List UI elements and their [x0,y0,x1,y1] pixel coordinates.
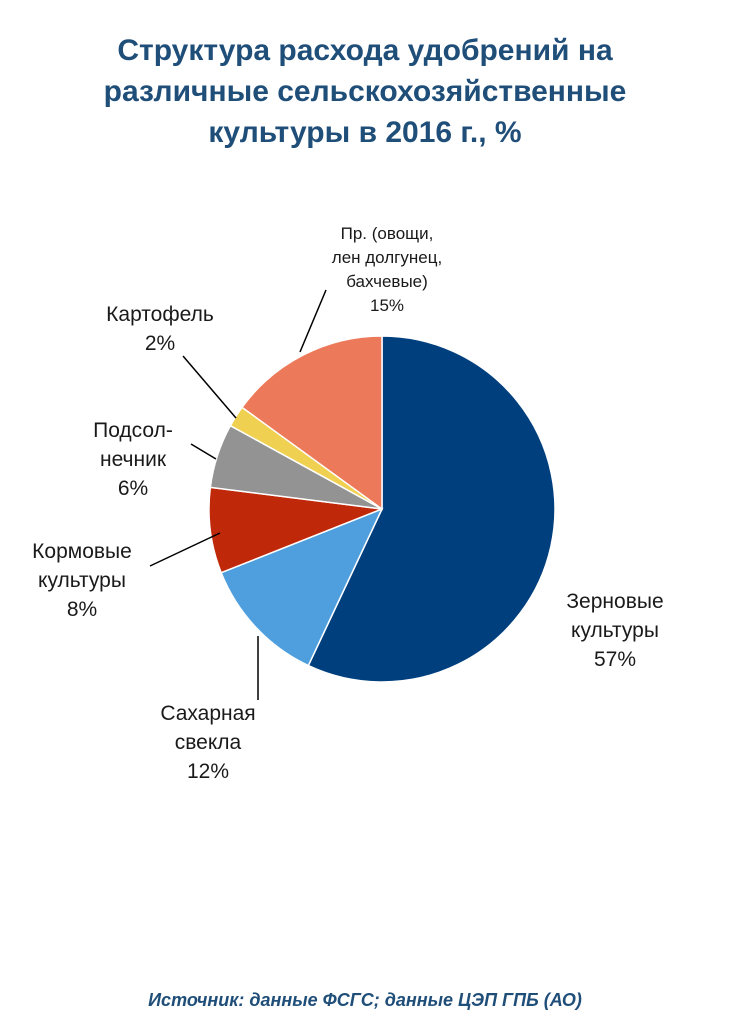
leader-line [149,532,221,567]
slice-label: Пр. (овощи, лен долгунец, бахчевые) 15% [332,224,442,315]
slice-label-line: Сахарная [160,702,255,725]
slice-percent: 8% [67,598,97,621]
chart-title-line: различные сельскохозяйственные [103,75,627,108]
slice-labels: Зерновые культуры 57% Сахарная свекла 12% Корм… [32,224,663,783]
slice-percent: 15% [370,296,404,315]
slice-percent: 57% [594,648,636,671]
leader-lines [149,289,327,700]
slice-label-line: Подсол- [93,419,173,442]
pie-slice [240,335,383,511]
chart-title-line: культуры в 2016 г., % [208,116,522,149]
chart-title-line: Структура расхода удобрений на [117,34,613,67]
slice-label-line: культуры [38,569,126,592]
slice-label-line: лен долгунец, [332,248,442,267]
slice-label-line: свекла [175,731,242,754]
slice-label: Кормовые культуры 8% [32,540,132,621]
slice-label-line: Кормовые [32,540,132,563]
leader-line [190,443,217,460]
pie-slice [307,335,556,683]
slice-label-line: Пр. (овощи, [341,224,434,243]
slice-label-line: культуры [571,619,659,642]
pie-slice [220,507,384,667]
slice-percent: 2% [145,332,175,355]
slice-label-line: нечник [100,448,167,471]
leader-line [299,289,327,353]
slice-label: Картофель 2% [106,303,214,355]
slice-label: Подсол-нечник 6% [93,419,173,500]
chart-title: Структура расхода удобрений на различные… [30,30,700,153]
slice-percent: 12% [187,760,229,783]
slice-label-line: Картофель [106,303,214,326]
slice-label-line: бахчевые) [346,272,428,291]
slice-label: Сахарная свекла 12% [160,702,255,783]
slice-label: Зерновые культуры 57% [566,590,663,671]
leader-line [182,355,237,419]
slice-label-line: Зерновые [566,590,663,613]
source-note: Источник: данные ФСГС; данные ЦЭП ГПБ (А… [148,990,582,1010]
pie-slices [208,335,556,683]
slice-percent: 6% [118,477,148,500]
